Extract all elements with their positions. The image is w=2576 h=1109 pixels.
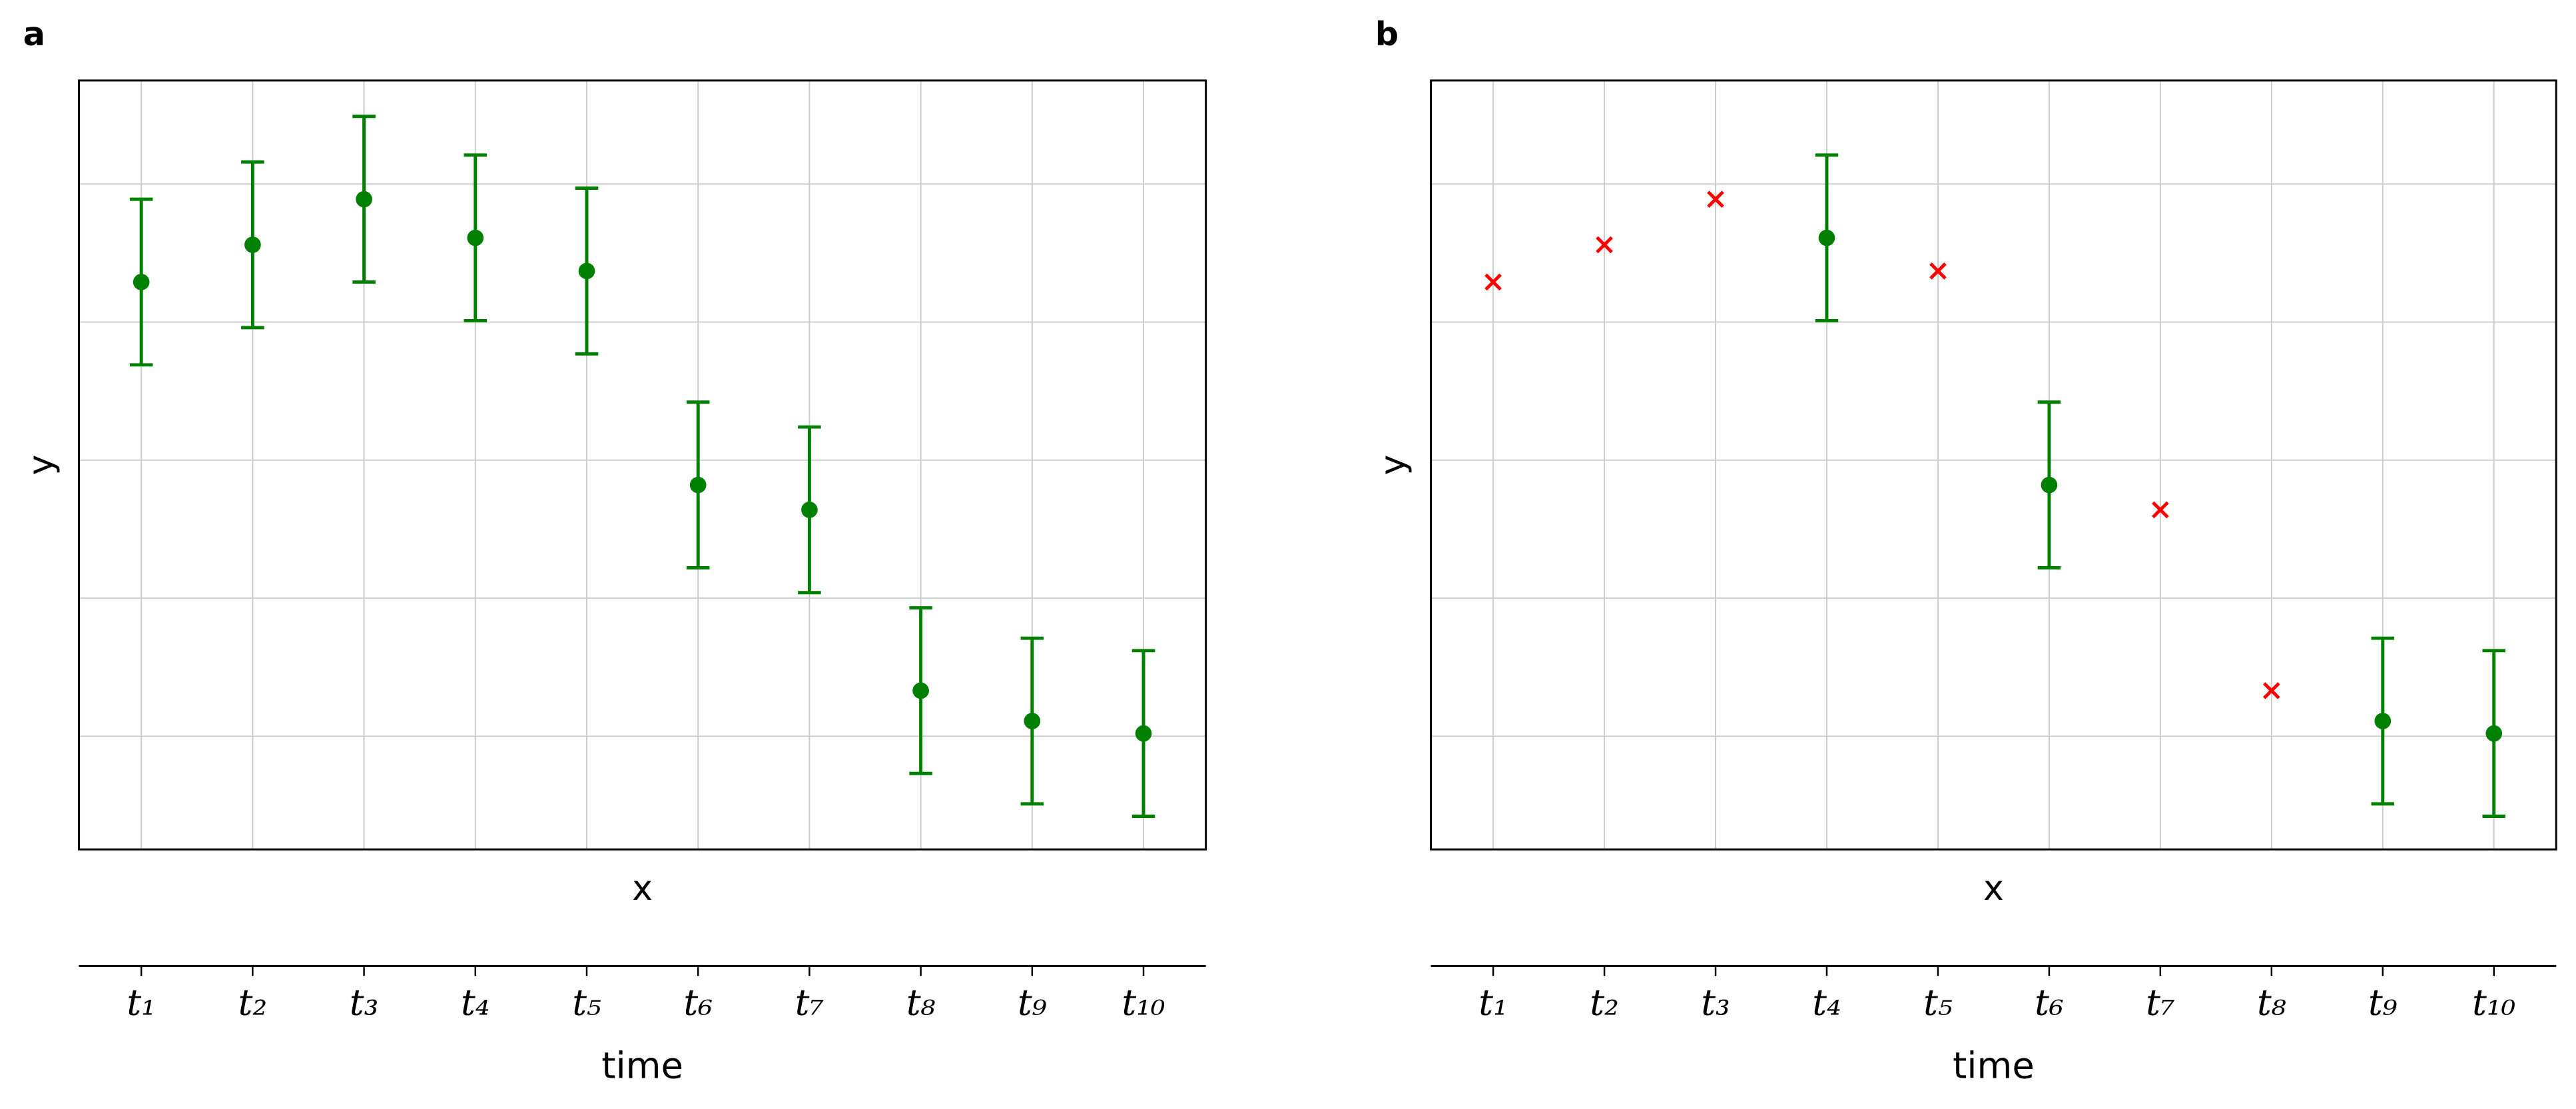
x-axis-label: x (1983, 869, 2004, 909)
secondary-tick-label: t₁₀ (1122, 982, 1165, 1024)
point-marker (1135, 725, 1152, 742)
cross-marker (1596, 236, 1613, 254)
x-axis-label: x (632, 869, 653, 909)
y-axis-label: y (1373, 455, 1413, 476)
point-marker (801, 502, 818, 518)
point-marker (2485, 725, 2503, 742)
cross-marker (2152, 501, 2169, 519)
point-marker (356, 190, 372, 208)
secondary-tick-label: t₆ (683, 982, 713, 1024)
secondary-tick-label: t₉ (2368, 982, 2398, 1024)
panel-label: a (23, 15, 45, 53)
secondary-axis-label: time (1953, 1044, 2035, 1086)
secondary-axis-label: time (601, 1044, 683, 1086)
point-marker (244, 236, 261, 253)
point-marker (1024, 713, 1041, 729)
secondary-tick-label: t₂ (238, 982, 268, 1024)
secondary-tick-label: t₁ (127, 982, 156, 1024)
secondary-tick-label: t₅ (572, 982, 601, 1024)
secondary-tick-label: t₃ (350, 982, 379, 1024)
plot-frame (1430, 79, 2557, 851)
point-marker (1818, 229, 1835, 246)
cross-marker (1707, 190, 1724, 208)
secondary-tick-label: t₈ (2257, 982, 2286, 1024)
point-marker (133, 274, 150, 290)
secondary-tick-label: t₄ (461, 982, 490, 1024)
cross-marker (1929, 262, 1947, 280)
secondary-tick-label: t₇ (2146, 982, 2175, 1024)
secondary-tick-label: t₈ (906, 982, 936, 1024)
y-axis-label: y (21, 455, 61, 476)
secondary-tick-label: t₁ (1478, 982, 1508, 1024)
plot-frame (78, 79, 1207, 851)
panel-label: b (1375, 15, 1399, 53)
secondary-tick-label: t₄ (1812, 982, 1841, 1024)
point-marker (578, 262, 595, 280)
point-marker (2041, 476, 2058, 494)
cross-marker (2262, 682, 2280, 699)
secondary-tick-label: t₇ (795, 982, 824, 1024)
secondary-tick-label: t₅ (1923, 982, 1953, 1024)
secondary-tick-label: t₃ (1701, 982, 1730, 1024)
secondary-tick-label: t₂ (1590, 982, 1619, 1024)
secondary-tick-label: t₁₀ (2472, 982, 2516, 1024)
cross-marker (1484, 273, 1502, 291)
secondary-tick-label: t₉ (1018, 982, 1047, 1024)
point-marker (467, 229, 484, 246)
point-marker (912, 682, 929, 699)
secondary-tick-label: t₆ (2035, 982, 2064, 1024)
point-marker (689, 476, 707, 494)
point-marker (2374, 713, 2392, 729)
